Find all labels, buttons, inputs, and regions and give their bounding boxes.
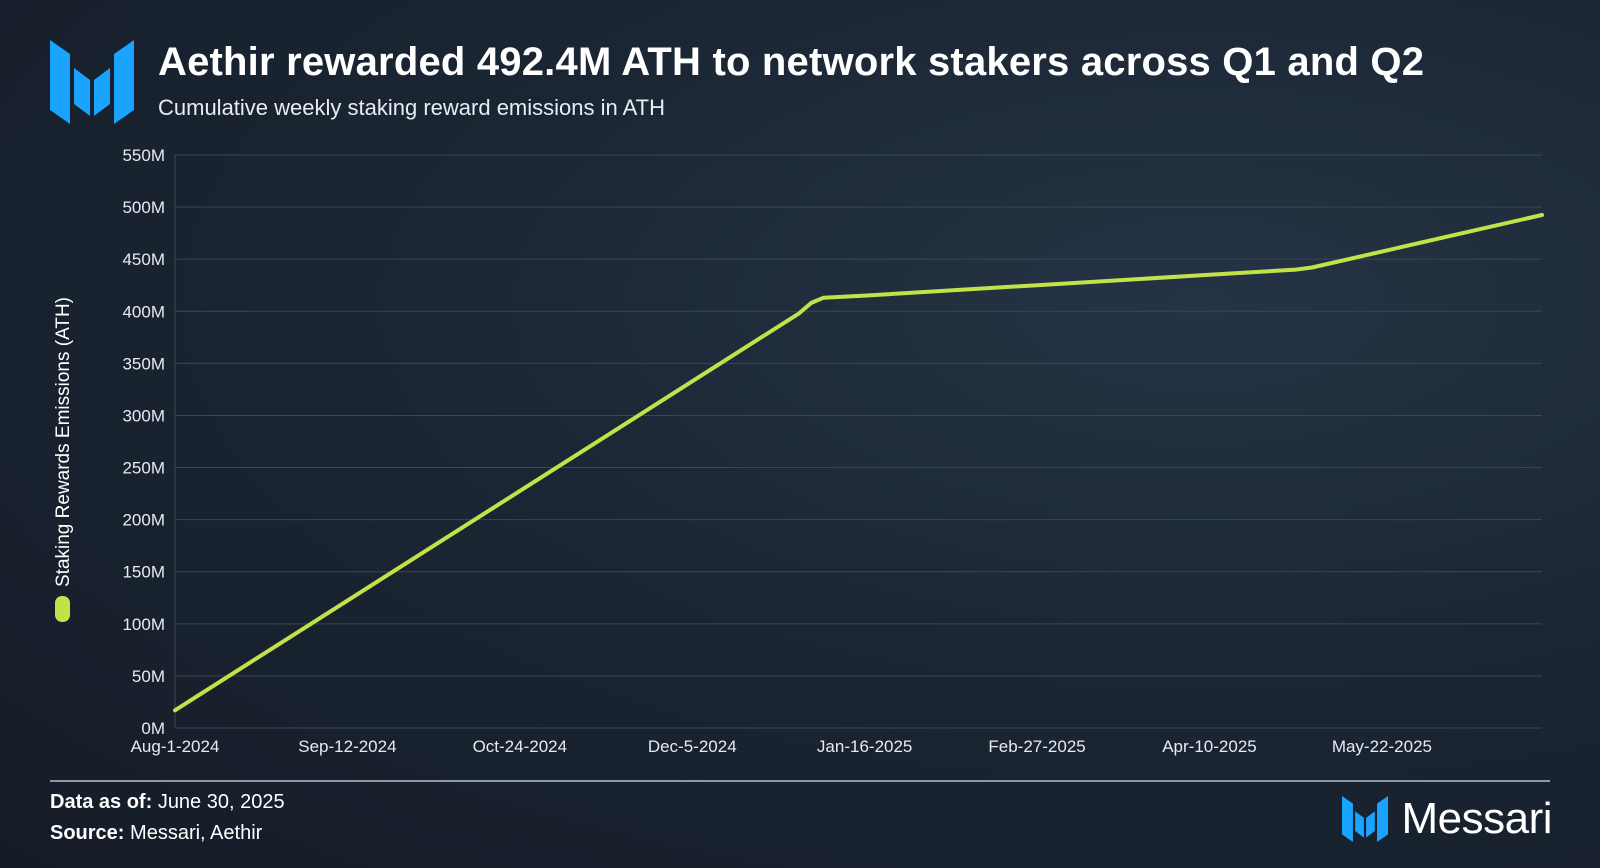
brand-name: Messari [1401, 794, 1552, 843]
messari-brand: Messari [1341, 794, 1552, 844]
x-tick-label: Dec-5-2024 [648, 737, 737, 756]
y-tick-label: 50M [132, 667, 165, 686]
y-tick-label: 350M [122, 354, 165, 373]
x-tick-label: May-22-2025 [1332, 737, 1432, 756]
series-line [173, 213, 1544, 713]
x-tick-label: Sep-12-2024 [298, 737, 396, 756]
line-chart: 0M 50M 100M 150M 200M 250M 300M 350M 400M 450M 500… [53, 146, 1544, 756]
chart-title: Aethir rewarded 492.4M ATH to network st… [158, 40, 1425, 84]
data-as-of: Data as of: June 30, 2025 [50, 791, 285, 814]
legend-label: Staking Rewards Emissions (ATH) [53, 297, 74, 587]
data-as-of-value: June 30, 2025 [157, 791, 285, 813]
x-tick-label: Apr-10-2025 [1162, 737, 1257, 756]
y-tick-label: 450M [122, 250, 165, 269]
messari-logo-icon [50, 40, 134, 124]
x-tick-label: Aug-1-2024 [131, 737, 220, 756]
y-tick-label: 150M [122, 563, 165, 582]
y-tick-label: 400M [122, 302, 165, 321]
x-tick-label: Feb-27-2025 [988, 737, 1085, 756]
source-value: Messari, Aethir [130, 822, 263, 844]
source: Source: Messari, Aethir [50, 822, 262, 845]
y-tick-label: 100M [122, 615, 165, 634]
y-tick-label: 500M [122, 198, 165, 217]
messari-brand-icon [1342, 796, 1389, 842]
y-tick-label: 550M [122, 146, 165, 165]
y-tick-label: 200M [122, 511, 165, 530]
x-tick-label: Oct-24-2024 [473, 737, 568, 756]
source-label: Source: [50, 822, 125, 844]
chart-subtitle: Cumulative weekly staking reward emissio… [158, 95, 665, 120]
y-tick-label: 300M [122, 406, 165, 425]
legend-marker [55, 596, 70, 622]
y-tick-label: 250M [122, 459, 165, 478]
footer-divider [50, 780, 1550, 782]
data-as-of-label: Data as of: [50, 791, 153, 813]
x-tick-label: Jan-16-2025 [817, 737, 912, 756]
y-tick-label: 0M [141, 719, 165, 738]
